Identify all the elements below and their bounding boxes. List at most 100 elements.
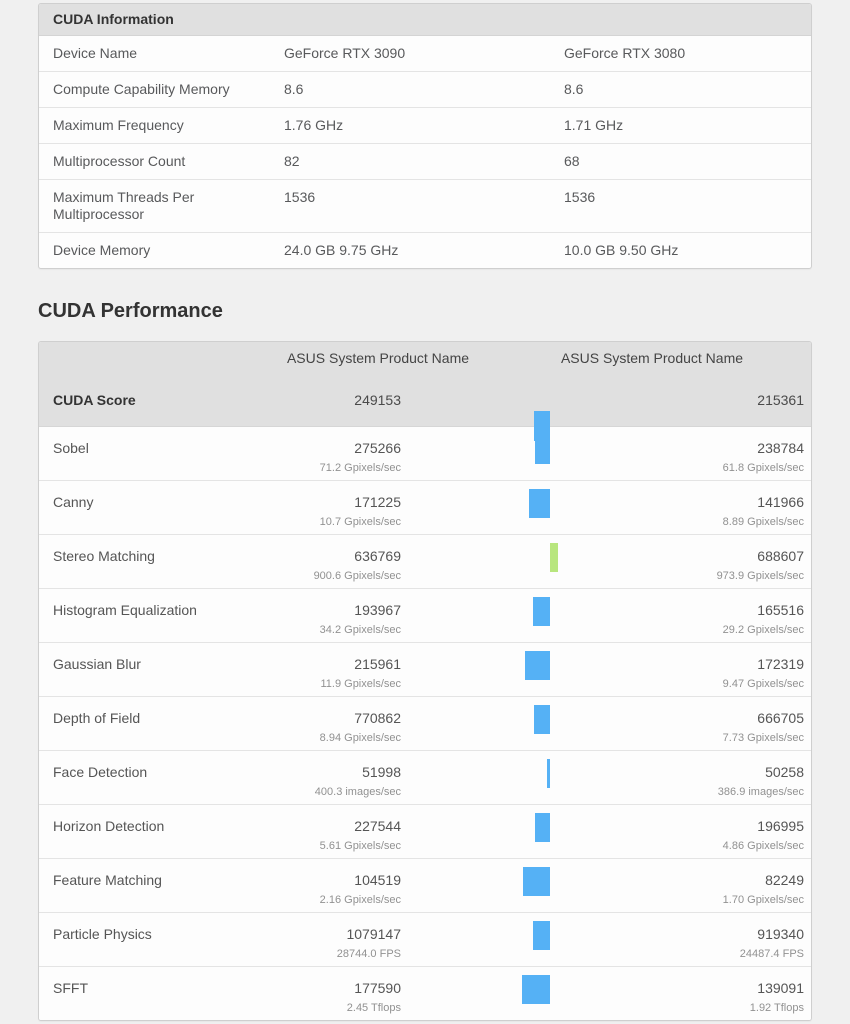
- benchmark-row: Histogram Equalization 193967 34.2 Gpixels…: [39, 588, 811, 642]
- score-value-2: 165516: [757, 602, 804, 618]
- bar-cell: [401, 967, 550, 1020]
- info-value-2: 68: [564, 153, 580, 169]
- column-header-device-1: ASUS System Product Name: [286, 350, 470, 366]
- comparison-bar: [534, 435, 550, 464]
- info-value-2: 8.6: [564, 81, 584, 97]
- score-subvalue-2: 973.9 Gpixels/sec: [716, 570, 804, 582]
- benchmark-label: Face Detection: [53, 764, 148, 780]
- bar-cell: [401, 643, 550, 696]
- bar-cell: [401, 913, 550, 966]
- bar-cell: [401, 697, 550, 750]
- score-cell-2: 165516 29.2 Gpixels/sec: [550, 589, 811, 642]
- score-value-2: 666705: [757, 710, 804, 726]
- score-cell-1: 215961 11.9 Gpixels/sec: [254, 643, 401, 696]
- cuda-information-header: CUDA Information: [39, 4, 811, 36]
- score-subvalue-2: 24487.4 FPS: [739, 948, 804, 960]
- score-cell-2: 666705 7.73 Gpixels/sec: [550, 697, 811, 750]
- comparison-bar: [532, 597, 550, 626]
- score-cell-2: 139091 1.92 Tflops: [550, 967, 811, 1020]
- info-value-2: 1536: [564, 189, 596, 205]
- score-value-2: 688607: [757, 548, 804, 564]
- comparison-bar: [532, 921, 550, 950]
- comparison-bar: [529, 489, 550, 518]
- score-cell-1: 171225 10.7 Gpixels/sec: [254, 481, 401, 534]
- info-row: Device Memory 24.0 GB 9.75 GHz 10.0 GB 9.5…: [39, 232, 811, 268]
- benchmark-label: Horizon Detection: [53, 818, 165, 834]
- cuda-score-value-2: 215361: [550, 392, 811, 408]
- score-cell-2: 196995 4.86 Gpixels/sec: [550, 805, 811, 858]
- score-cell-2: 688607 973.9 Gpixels/sec: [550, 535, 811, 588]
- score-cell-1: 177590 2.45 Tflops: [254, 967, 401, 1020]
- score-value-1: 104519: [354, 872, 401, 888]
- score-cell-1: 104519 2.16 Gpixels/sec: [254, 859, 401, 912]
- info-value-1: 8.6: [284, 81, 304, 97]
- cuda-performance-heading: CUDA Performance: [38, 300, 223, 322]
- benchmark-row: Canny 171225 10.7 Gpixels/sec 141966 8.89 Gp…: [39, 480, 811, 534]
- cuda-performance-card: ASUS System Product Name ASUS System Pro…: [38, 341, 812, 1021]
- score-cell-1: 193967 34.2 Gpixels/sec: [254, 589, 401, 642]
- benchmark-row: Sobel 275266 71.2 Gpixels/sec 238784 61.8 Gp…: [39, 427, 811, 480]
- comparison-bar: [522, 867, 550, 896]
- info-value-1: 24.0 GB 9.75 GHz: [284, 242, 399, 258]
- score-subvalue-1: 10.7 Gpixels/sec: [319, 516, 401, 528]
- score-cell-1: 1079147 28744.0 FPS: [254, 913, 401, 966]
- score-subvalue-2: 7.73 Gpixels/sec: [722, 732, 804, 744]
- info-value-1: 82: [284, 153, 300, 169]
- comparison-bar: [546, 759, 550, 788]
- benchmark-label: Stereo Matching: [53, 548, 155, 564]
- score-value-2: 50258: [765, 764, 804, 780]
- bar-cell: [401, 751, 550, 804]
- info-row: Device Name GeForce RTX 3090 GeForce RTX 3…: [39, 36, 811, 71]
- table-title: CUDA Information: [53, 11, 174, 27]
- benchmark-label: Particle Physics: [53, 926, 152, 942]
- score-value-1: 1079147: [346, 926, 401, 942]
- score-value-1: 770862: [354, 710, 401, 726]
- score-value-1: 636769: [354, 548, 401, 564]
- score-subvalue-1: 900.6 Gpixels/sec: [313, 570, 401, 582]
- score-subvalue-2: 9.47 Gpixels/sec: [722, 678, 804, 690]
- benchmark-label: Canny: [53, 494, 94, 510]
- benchmark-label: Gaussian Blur: [53, 656, 141, 672]
- score-value-1: 227544: [354, 818, 401, 834]
- comparison-bar: [522, 975, 550, 1004]
- score-subvalue-1: 8.94 Gpixels/sec: [319, 732, 401, 744]
- score-subvalue-1: 71.2 Gpixels/sec: [319, 462, 401, 474]
- score-subvalue-1: 400.3 images/sec: [314, 786, 401, 798]
- bar-cell: [401, 859, 550, 912]
- benchmark-label: Sobel: [53, 440, 89, 456]
- cuda-score-value-1: 249153: [354, 392, 401, 408]
- score-cell-1: 51998 400.3 images/sec: [254, 751, 401, 804]
- benchmark-row: SFFT 177590 2.45 Tflops 139091 1.92 Tflops: [39, 966, 811, 1020]
- comparison-bar: [524, 651, 550, 680]
- cuda-score-value-2-text: 215361: [757, 392, 804, 408]
- score-value-2: 139091: [757, 980, 804, 996]
- bar-cell: [401, 589, 550, 642]
- benchmark-row: Horizon Detection 227544 5.61 Gpixels/sec 1…: [39, 804, 811, 858]
- score-cell-1: 275266 71.2 Gpixels/sec: [254, 427, 401, 480]
- score-cell-2: 141966 8.89 Gpixels/sec: [550, 481, 811, 534]
- column-header-device-2: ASUS System Product Name: [560, 350, 744, 366]
- info-value-2: GeForce RTX 3080: [564, 45, 686, 61]
- score-cell-1: 227544 5.61 Gpixels/sec: [254, 805, 401, 858]
- info-label: Maximum Frequency: [53, 117, 184, 133]
- score-cell-1: 770862 8.94 Gpixels/sec: [254, 697, 401, 750]
- info-row: Multiprocessor Count 82 68: [39, 143, 811, 179]
- score-subvalue-1: 5.61 Gpixels/sec: [319, 840, 401, 852]
- score-value-2: 141966: [757, 494, 804, 510]
- info-value-1: 1536: [284, 189, 316, 205]
- benchmark-label: Depth of Field: [53, 710, 141, 726]
- info-value-1: 1.76 GHz: [284, 117, 344, 133]
- info-row: Maximum Threads Per Multiprocessor 1536 15…: [39, 179, 811, 232]
- score-subvalue-2: 386.9 images/sec: [717, 786, 804, 798]
- score-cell-2: 82249 1.70 Gpixels/sec: [550, 859, 811, 912]
- comparison-bar: [534, 705, 550, 734]
- benchmark-row: Depth of Field 770862 8.94 Gpixels/sec 6667…: [39, 696, 811, 750]
- info-label: Device Name: [53, 45, 138, 61]
- score-subvalue-2: 8.89 Gpixels/sec: [722, 516, 804, 528]
- score-value-1: 275266: [354, 440, 401, 456]
- benchmark-label: SFFT: [53, 980, 88, 996]
- info-value-1: GeForce RTX 3090: [284, 45, 406, 61]
- info-label: Multiprocessor Count: [53, 153, 186, 169]
- score-value-1: 193967: [354, 602, 401, 618]
- score-subvalue-1: 34.2 Gpixels/sec: [319, 624, 401, 636]
